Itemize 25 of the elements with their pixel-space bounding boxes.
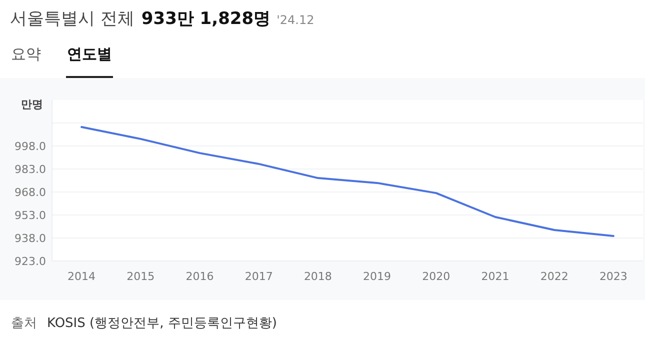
y-tick-label: 968.0 [14, 186, 46, 199]
x-tick-label: 2014 [68, 270, 96, 283]
line-series [80, 126, 614, 238]
text: 출처 [11, 316, 37, 331]
y-tick-label: 998.0 [14, 140, 46, 153]
x-tick-label: 2015 [126, 270, 155, 283]
x-tick-label: 2023 [599, 270, 628, 283]
x-tick-label: 2017 [244, 270, 273, 283]
y-tick-label: 953.0 [14, 209, 46, 222]
text: 요약 [11, 45, 41, 63]
x-tick-label: 2022 [540, 270, 568, 283]
x-tick-label: 2018 [304, 270, 332, 283]
text: 연도별 [67, 45, 112, 63]
chart-title: 서울특별시 전체 [10, 9, 134, 29]
y-tick-label: 983.0 [14, 163, 46, 176]
y-tick-label: 938.0 [14, 232, 46, 245]
text: '24.12 [276, 13, 314, 27]
y-axis-title: 만명 [21, 98, 43, 111]
x-tick-label: 2016 [186, 270, 214, 283]
y-tick-label: 923.0 [14, 255, 46, 268]
chart-subtitle: 933만 1,828명 [141, 9, 271, 29]
x-tick-label: 2019 [363, 270, 392, 283]
text: KOSIS (행정안전부, 주민등록인구현황) [47, 316, 277, 331]
x-tick-label: 2021 [481, 270, 510, 283]
x-tick-label: 2020 [422, 270, 450, 283]
